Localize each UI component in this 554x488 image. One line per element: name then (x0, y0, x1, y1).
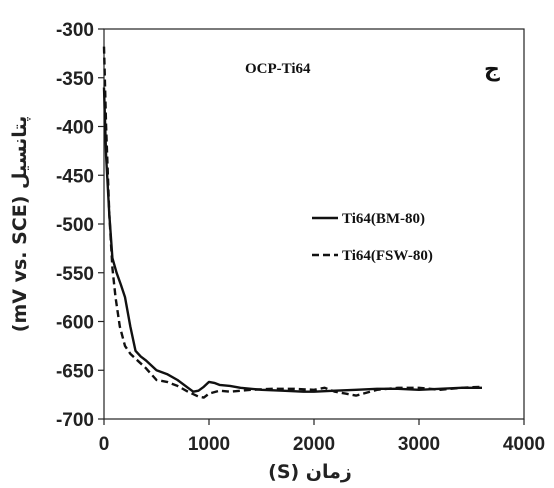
series-line-fsw-80 (102, 46, 483, 399)
legend-label-fsw: Ti64(FSW-80) (342, 248, 433, 264)
y-axis-label: پتانسیل (mV vs. SCE) (9, 116, 31, 332)
y-axis: -300 -350 -400 -450 -500 -550 -600 -650 -700 (56, 20, 104, 431)
x-tick-label: 1000 (188, 434, 230, 455)
x-tick-label: 2000 (293, 434, 335, 455)
y-tick-label: -350 (56, 69, 94, 90)
y-tick-label: -450 (56, 166, 94, 187)
y-tick-label: -300 (56, 20, 94, 41)
x-tick-label: 4000 (503, 434, 545, 455)
y-tick-label: -400 (56, 118, 94, 139)
series-layer (102, 46, 483, 399)
y-tick-label: -600 (56, 313, 94, 334)
x-axis: 0 1000 2000 3000 4000 (99, 419, 545, 455)
x-tick-label: 3000 (398, 434, 440, 455)
y-tick-label: -500 (56, 215, 94, 236)
legend-label-bm: Ti64(BM-80) (342, 211, 425, 227)
series-line-bm-80 (102, 87, 482, 393)
panel-label: ج (484, 57, 500, 82)
y-tick-label: -650 (56, 361, 94, 382)
x-tick-label: 0 (99, 434, 110, 455)
x-axis-label: زمان (S) (268, 461, 352, 483)
y-tick-label: -550 (56, 264, 94, 285)
annotation-ocp: OCP-Ti64 (245, 61, 311, 77)
y-tick-label: -700 (56, 410, 94, 431)
legend: Ti64(BM-80) Ti64(FSW-80) (312, 211, 433, 264)
plot-area (103, 28, 525, 420)
